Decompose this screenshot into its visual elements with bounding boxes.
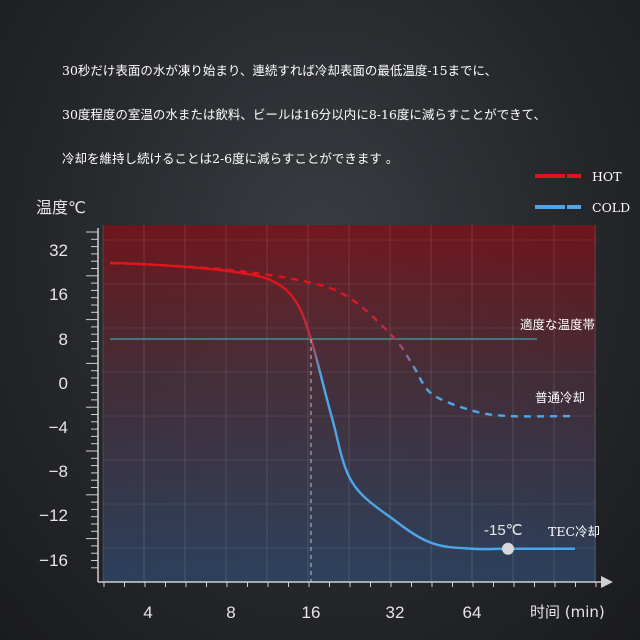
plot-background bbox=[103, 225, 596, 582]
suitable-band-label: 適度な温度帯 bbox=[520, 317, 595, 332]
intro-line-1: 30秒だけ表面の水が凍り始まり、連続すれば冷却表面の最低温度-15までに、 bbox=[62, 63, 498, 78]
legend-label: COLD bbox=[592, 200, 630, 215]
y-tick-label: −4 bbox=[49, 418, 68, 437]
legend-label: HOT bbox=[592, 169, 622, 184]
y-tick-label: −8 bbox=[49, 462, 68, 481]
x-tick-label: 64 bbox=[463, 603, 482, 622]
legend-swatch bbox=[535, 174, 581, 178]
min-temp-marker bbox=[502, 542, 514, 555]
y-tick-label: 0 bbox=[59, 374, 68, 393]
normal-cooling-label: 普通冷却 bbox=[535, 390, 585, 405]
intro-line-3: 冷却を維持し続けることは2-6度に減らすことができます 。 bbox=[62, 151, 399, 166]
y-tick-label: 32 bbox=[49, 241, 68, 260]
intro-line-2: 30度程度の室温の水または飲料、ビールは16分以内に8-16度に減らすことができ… bbox=[62, 107, 547, 122]
legend-swatch bbox=[535, 205, 581, 209]
x-axis-title: 时间 (min) bbox=[530, 603, 605, 621]
min-temp-label: -15℃ bbox=[484, 522, 523, 539]
y-tick-label: 16 bbox=[49, 285, 68, 304]
tec-cooling-label: TEC冷却 bbox=[548, 524, 600, 539]
series-tec-cooling-line bbox=[109, 261, 575, 551]
x-tick-label: 16 bbox=[302, 603, 321, 622]
x-tick-label: 4 bbox=[143, 603, 152, 622]
x-tick-label: 32 bbox=[386, 603, 405, 622]
y-tick-label: −16 bbox=[39, 551, 68, 570]
y-tick-label: −12 bbox=[39, 506, 68, 525]
x-tick-label: 8 bbox=[226, 603, 235, 622]
y-tick-label: 8 bbox=[59, 330, 68, 349]
y-axis-title: 温度℃ bbox=[36, 198, 86, 217]
series-normal-cooling-line bbox=[109, 261, 576, 418]
